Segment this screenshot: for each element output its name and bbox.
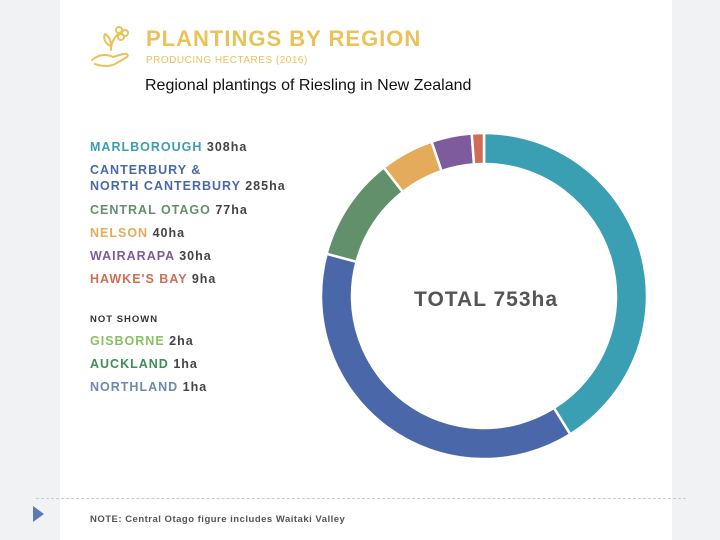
- legend-label: MARLBOROUGH: [90, 140, 203, 154]
- legend-label-line2: NORTH CANTERBURY: [90, 179, 241, 193]
- not-shown-item: GISBORNE 2ha: [90, 333, 194, 349]
- not-shown-label: AUCKLAND: [90, 357, 169, 371]
- legend-label: NELSON: [90, 226, 149, 240]
- slide-caption: Regional plantings of Riesling in New Ze…: [145, 77, 472, 94]
- legend-label: CENTRAL OTAGO: [90, 203, 211, 217]
- legend-item: NELSON 40ha: [90, 225, 185, 241]
- legend-item: MARLBOROUGH 308ha: [90, 139, 247, 155]
- vine-hand-icon: [91, 26, 129, 67]
- not-shown-item: NORTHLAND 1ha: [90, 379, 207, 395]
- legend-item: HAWKE'S BAY 9ha: [90, 271, 216, 287]
- legend-item: CANTERBURY & NORTH CANTERBURY 285ha: [90, 162, 286, 194]
- donut-slice: [325, 165, 405, 264]
- legend-value: 40ha: [152, 226, 186, 240]
- not-shown-item: AUCKLAND 1ha: [90, 356, 198, 372]
- not-shown-value: 2ha: [169, 334, 194, 348]
- legend-label: WAIRARAPA: [90, 249, 175, 263]
- not-shown-value: 1ha: [182, 380, 208, 394]
- not-shown-label: NORTHLAND: [90, 380, 179, 394]
- legend-value: 9ha: [191, 272, 217, 286]
- legend-item: WAIRARAPA 30ha: [90, 248, 212, 264]
- legend-label: CANTERBURY &: [90, 163, 202, 177]
- not-shown-value: 1ha: [173, 357, 198, 371]
- legend-value: 77ha: [215, 203, 248, 217]
- legend-item: CENTRAL OTAGO 77ha: [90, 202, 248, 218]
- infographic-card: [60, 0, 672, 540]
- donut-slice: [319, 252, 573, 461]
- legend-value: 308ha: [206, 140, 248, 154]
- chart-subtitle: PRODUCING HECTARES (2016): [146, 55, 308, 66]
- slide-arrow-icon[interactable]: [33, 506, 44, 522]
- chart-title: PLANTINGS BY REGION: [146, 26, 422, 51]
- legend-value: 30ha: [179, 249, 212, 263]
- not-shown-heading: NOT SHOWN: [90, 314, 159, 325]
- legend-label: HAWKE'S BAY: [90, 272, 188, 286]
- legend-value: 285ha: [245, 179, 286, 193]
- divider-line: [36, 498, 686, 499]
- footnote: NOTE: Central Otago figure includes Wait…: [90, 514, 346, 525]
- donut-slice: [470, 131, 486, 166]
- donut-slice: [482, 131, 649, 437]
- donut-center-total: TOTAL 753ha: [414, 288, 559, 311]
- not-shown-label: GISBORNE: [90, 334, 165, 348]
